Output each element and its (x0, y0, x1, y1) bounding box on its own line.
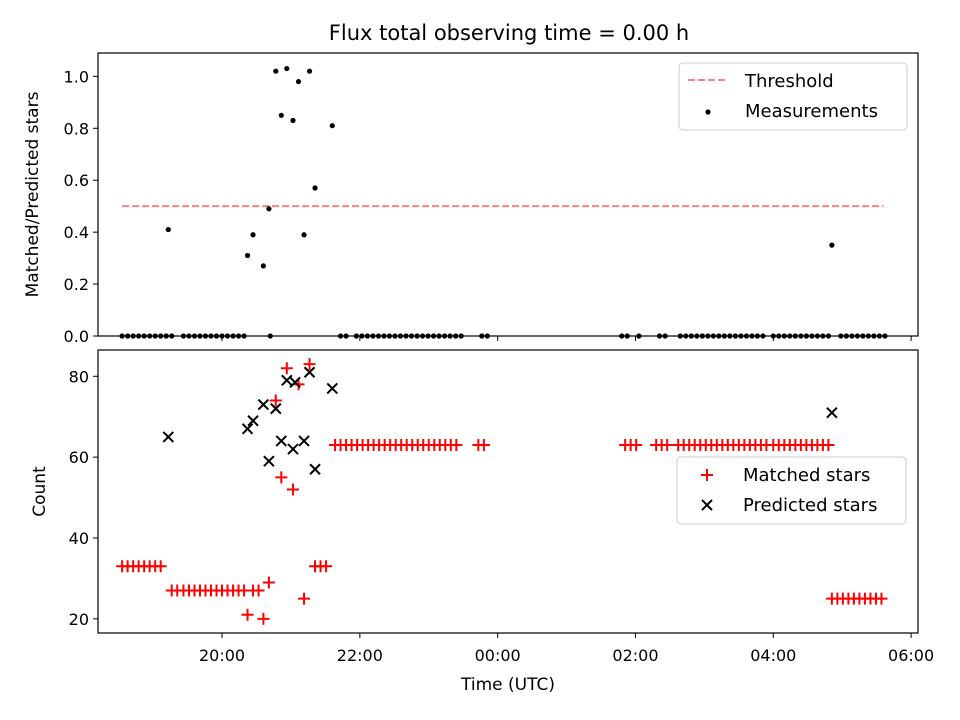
ratio-y-tick-label: 0.6 (64, 171, 89, 190)
matched-star-point (875, 592, 888, 605)
count-legend: Matched stars Predicted stars (676, 456, 907, 525)
matched-star-point (280, 362, 293, 375)
measurement-point (306, 68, 313, 74)
matched-star-point (257, 612, 270, 625)
matched-star-point (320, 560, 333, 573)
measurement-point (312, 185, 318, 191)
count-y-tick-label: 20 (69, 610, 89, 629)
count-y-tick-label: 80 (69, 367, 89, 386)
measurement-point (301, 232, 307, 238)
x-tick-label: 04:00 (750, 646, 796, 665)
matched-star-point (477, 439, 490, 452)
measurement-point (165, 226, 171, 233)
ratio-axes-frame (97, 52, 919, 337)
matched-star-point (269, 394, 282, 407)
count-axes-frame (97, 349, 919, 634)
measurement-point (329, 123, 335, 129)
measurement-point (290, 117, 296, 124)
predicted-star-point (257, 398, 270, 411)
x-tick-label: 02:00 (612, 646, 658, 665)
measurement-point (295, 78, 302, 85)
predicted-star-point (309, 463, 321, 475)
ratio-legend: Threshold Measurements (678, 62, 908, 131)
matched-star-point (630, 439, 643, 452)
chart-title: Flux total observing time = 0.00 h (329, 21, 689, 45)
measurements-legend-label: Measurements (745, 101, 878, 122)
measurement-point (273, 68, 279, 74)
matched-star-point (303, 358, 316, 371)
threshold-legend-label: Threshold (744, 71, 834, 92)
ratio-axes: 0.0 0.2 0.4 0.6 0.8 1.0 Matched/Predicted sta… (23, 52, 919, 346)
x-tick-label: 00:00 (475, 646, 521, 665)
measurements-legend-marker (705, 109, 711, 115)
measurement-point (244, 252, 251, 259)
predicted-star-point (281, 374, 293, 387)
predicted-star-point (263, 455, 275, 467)
count-y-tick-label: 60 (69, 448, 89, 467)
matched-star-point (450, 439, 463, 452)
measurement-point (250, 232, 256, 238)
x-tick-label: 20:00 (199, 646, 245, 665)
predicted-star-point (826, 406, 838, 419)
measurement-point (829, 242, 835, 248)
count-y-axis-label: Count (30, 466, 50, 517)
ratio-y-axis-label: Matched/Predicted stars (23, 91, 43, 297)
ratio-y-tick-label: 0.0 (64, 327, 89, 346)
matched-star-point (822, 439, 835, 452)
predicted-star-point (287, 443, 299, 455)
predicted-star-point (298, 435, 310, 447)
measurement-point (266, 206, 272, 212)
ratio-y-tick-label: 0.4 (64, 223, 89, 242)
matched-star-point (661, 439, 674, 452)
count-marks (116, 358, 888, 625)
predicted-legend-label: Predicted stars (743, 495, 877, 516)
predicted-star-point (303, 366, 316, 378)
predicted-star-point (275, 435, 288, 447)
count-y-tick-label: 40 (69, 529, 89, 548)
matched-star-point (275, 471, 288, 484)
predicted-star-point (326, 382, 338, 395)
measurement-point (278, 112, 284, 118)
predicted-star-point (162, 431, 174, 443)
measurement-point (284, 65, 290, 72)
matched-legend-marker (701, 469, 713, 481)
measurement-point (260, 263, 266, 269)
ratio-y-tick-label: 0.2 (64, 275, 89, 294)
ratio-y-tick-label: 1.0 (64, 67, 89, 86)
x-tick-label: 06:00 (888, 646, 934, 665)
matched-star-point (154, 560, 167, 573)
matched-star-point (292, 378, 305, 391)
x-tick-label: 22:00 (337, 646, 383, 665)
matched-star-point (262, 576, 275, 589)
x-axis-label: Time (UTC) (460, 675, 555, 695)
count-axes: 20 40 60 80 20:00 22:00 00:00 02:00 04:00 06:00 C… (30, 349, 935, 695)
predicted-star-point (247, 415, 259, 427)
ratio-legend-box (678, 62, 908, 131)
ratio-y-tick-label: 0.8 (64, 119, 89, 138)
matched-star-point (298, 592, 311, 605)
predicted-star-point (241, 423, 254, 435)
count-legend-box (676, 456, 907, 525)
count-ticks: 20 40 60 80 20:00 22:00 00:00 02:00 04:00 06:00 (69, 367, 935, 665)
predicted-legend-marker (701, 499, 713, 511)
ratio-ticks: 0.0 0.2 0.4 0.6 0.8 1.0 (64, 67, 912, 346)
matched-star-point (252, 584, 265, 597)
matched-legend-label: Matched stars (743, 465, 870, 486)
matched-star-point (287, 483, 300, 496)
predicted-star-point (270, 402, 282, 415)
predicted-star-point (289, 376, 301, 389)
matched-star-point (241, 608, 254, 621)
